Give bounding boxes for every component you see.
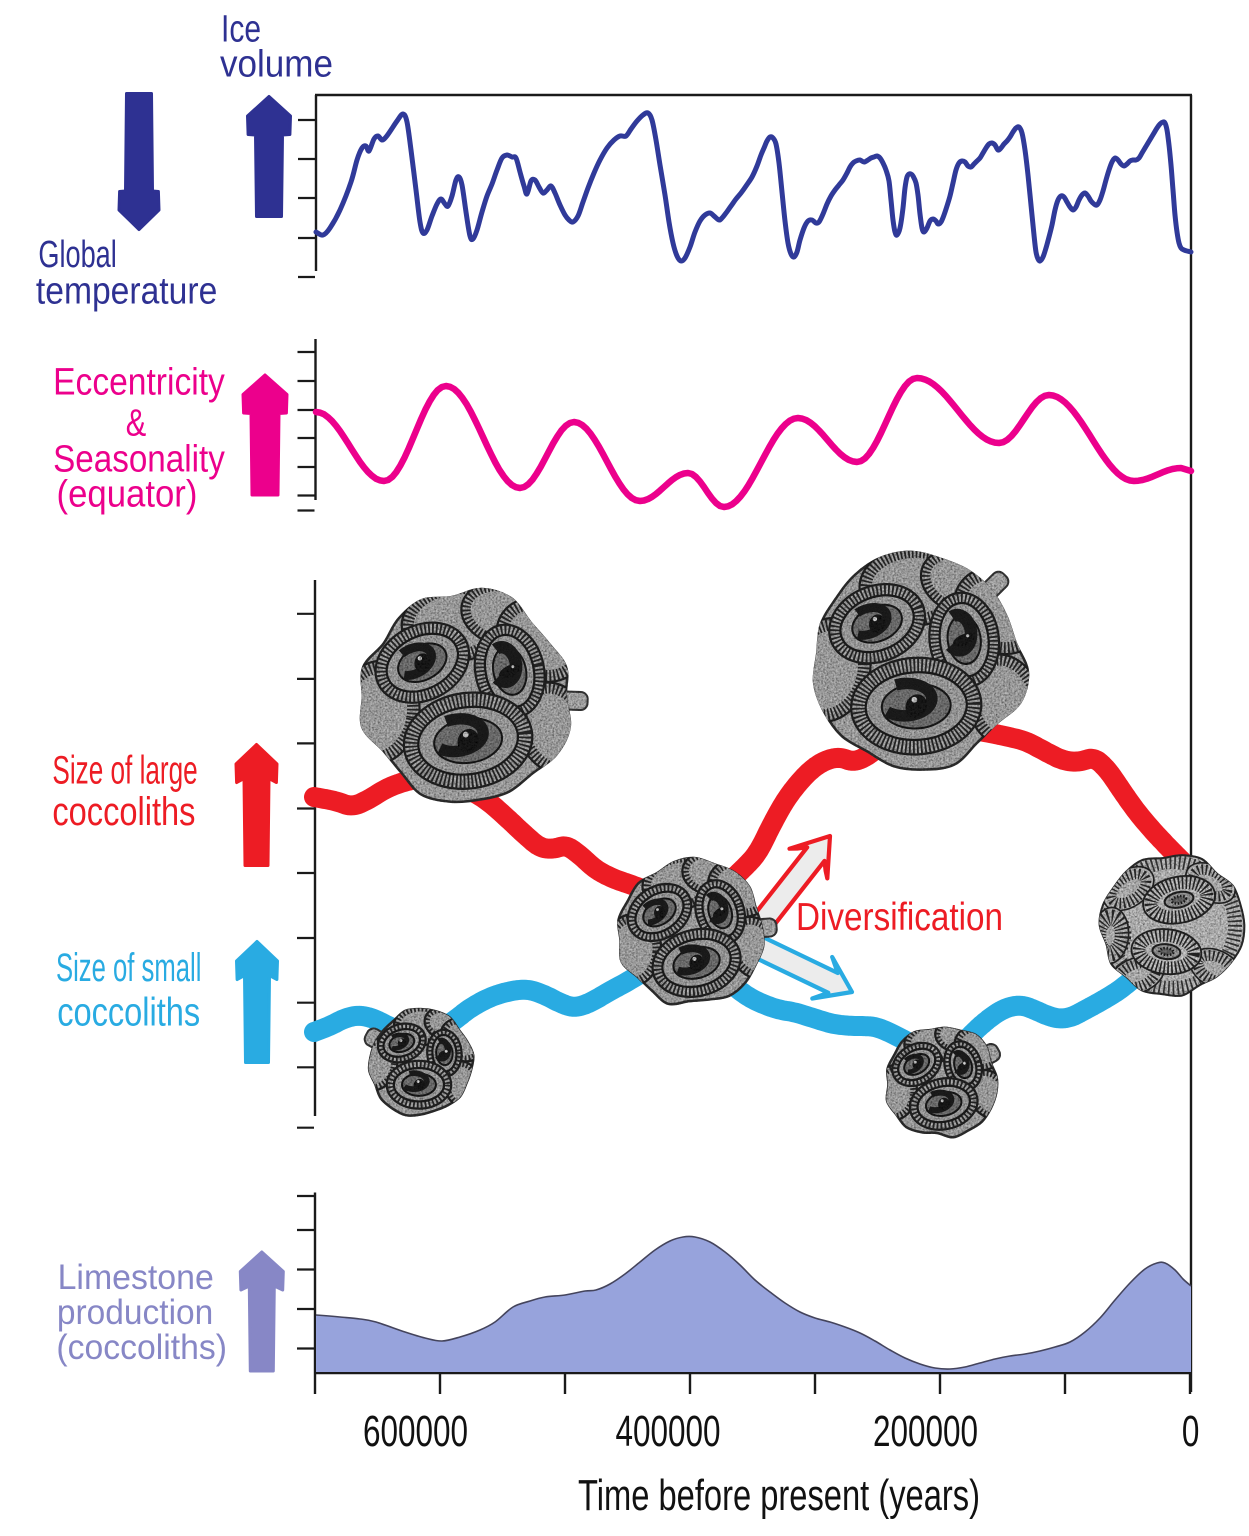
svg-text:volume: volume <box>220 43 333 85</box>
svg-text:Time before present (years): Time before present (years) <box>578 1471 980 1520</box>
svg-text:Diversification: Diversification <box>796 896 1003 939</box>
svg-text:production: production <box>57 1293 213 1332</box>
svg-text:Global: Global <box>38 234 116 276</box>
svg-text:(equator): (equator) <box>57 473 198 515</box>
svg-text:coccoliths: coccoliths <box>52 790 195 834</box>
svg-text:Eccentricity: Eccentricity <box>53 362 225 404</box>
svg-text:400000: 400000 <box>616 1407 721 1456</box>
svg-text:Limestone: Limestone <box>58 1258 214 1297</box>
svg-text:Size of small: Size of small <box>56 946 201 990</box>
svg-text:coccoliths: coccoliths <box>57 990 200 1034</box>
svg-text:&: & <box>126 403 147 445</box>
svg-text:600000: 600000 <box>363 1407 468 1456</box>
svg-text:200000: 200000 <box>873 1407 978 1456</box>
svg-text:Size of large: Size of large <box>52 749 197 793</box>
svg-text:0: 0 <box>1182 1407 1200 1456</box>
svg-text:temperature: temperature <box>36 271 217 313</box>
svg-text:Ice: Ice <box>221 9 261 51</box>
svg-text:Seasonality: Seasonality <box>53 438 225 480</box>
svg-text:(coccoliths): (coccoliths) <box>56 1328 227 1367</box>
